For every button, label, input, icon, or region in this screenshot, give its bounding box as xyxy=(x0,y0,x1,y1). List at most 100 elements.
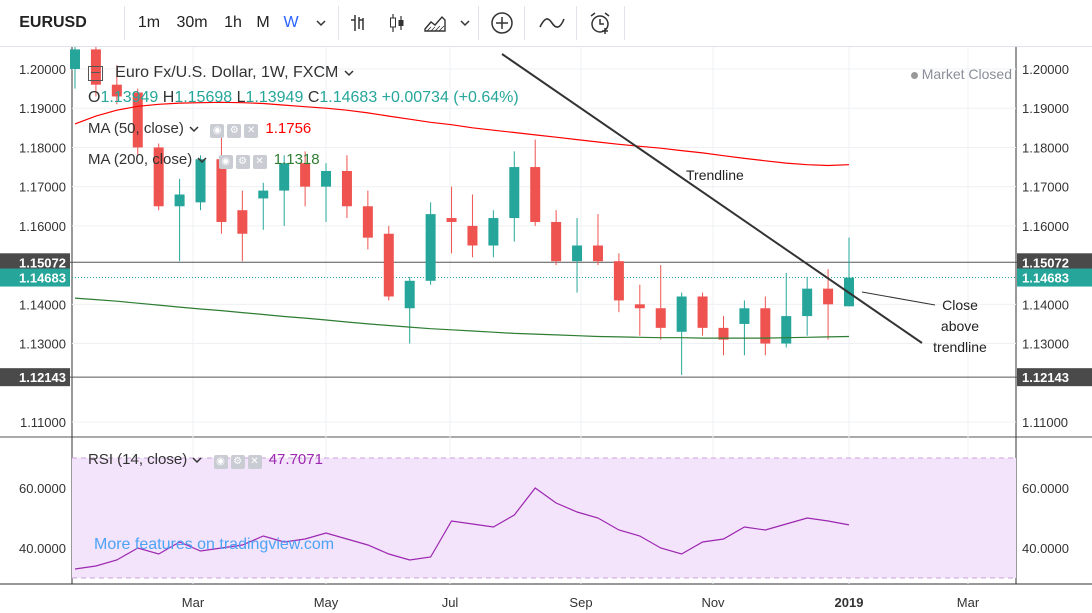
close-label: C xyxy=(307,89,320,106)
candle-body xyxy=(655,308,666,328)
ma50-label[interactable]: MA (50, close) xyxy=(88,120,184,137)
eye-icon[interactable]: ◉ xyxy=(210,124,225,139)
candle-body xyxy=(467,225,478,246)
candle-style-icon[interactable] xyxy=(382,0,412,46)
interval-30m-button[interactable]: 30m xyxy=(176,14,208,31)
symbol-description: Euro Fx/U.S. Dollar, 1W, FXCM xyxy=(115,64,339,81)
y-tick-label-left: 1.20000 xyxy=(19,62,66,77)
rsi-label[interactable]: RSI (14, close) xyxy=(88,451,188,468)
x-tick-label: 2019 xyxy=(835,595,864,610)
collapse-legend-icon[interactable] xyxy=(88,65,103,81)
callout-label: trendline xyxy=(933,339,987,355)
price-badge-left xyxy=(0,253,70,272)
y-tick-label-right: 1.11000 xyxy=(1022,415,1068,430)
candle-body xyxy=(174,194,185,207)
bar-style-icon[interactable] xyxy=(344,0,374,46)
change-value: +0.00734 (+0.64%) xyxy=(381,89,519,106)
rsi-controls: ◉ ⚙ ✕ xyxy=(213,451,265,470)
eye-icon[interactable]: ◉ xyxy=(218,155,233,170)
candle-body xyxy=(634,304,645,309)
chevron-down-icon[interactable] xyxy=(196,155,208,165)
candle-body xyxy=(760,308,771,344)
gear-icon[interactable]: ⚙ xyxy=(235,155,250,170)
candle-body xyxy=(697,296,708,328)
rsi-tick-label-left: 60.0000 xyxy=(19,481,66,496)
candle-body xyxy=(718,327,729,340)
toolbar-divider xyxy=(576,6,577,40)
y-tick-label-right: 1.20000 xyxy=(1022,62,1069,77)
close-icon[interactable]: ✕ xyxy=(247,455,262,470)
candle-body xyxy=(530,167,541,222)
ma200-controls: ◉ ⚙ ✕ xyxy=(218,151,270,170)
x-tick-label: Jul xyxy=(442,595,459,610)
rsi-tick-label-right: 40.0000 xyxy=(1022,541,1069,556)
candle-body xyxy=(258,190,269,199)
gear-icon[interactable]: ⚙ xyxy=(227,124,242,139)
eye-icon[interactable]: ◉ xyxy=(213,455,228,470)
close-icon[interactable]: ✕ xyxy=(252,155,267,170)
interval-month-button[interactable]: M xyxy=(256,14,270,31)
close-icon[interactable]: ✕ xyxy=(244,124,259,139)
x-tick-label: May xyxy=(314,595,339,610)
rsi-band xyxy=(72,458,1016,578)
symbol-search-button[interactable]: EURUSD xyxy=(19,14,87,31)
price-badge-right xyxy=(1017,253,1092,272)
interval-1h-button[interactable]: 1h xyxy=(224,14,242,31)
candle-body xyxy=(446,218,457,222)
ma50-value: 1.1756 xyxy=(265,120,312,137)
ma50-controls: ◉ ⚙ ✕ xyxy=(210,120,261,139)
indicators-icon[interactable] xyxy=(532,0,572,46)
candle-body xyxy=(613,261,624,301)
tradingview-promo-link[interactable]: More features on tradingview.com xyxy=(94,536,335,553)
chevron-down-icon[interactable] xyxy=(191,455,203,465)
candle-body xyxy=(153,147,164,207)
x-tick-label: Mar xyxy=(957,595,980,610)
y-tick-label-left: 1.19000 xyxy=(19,101,66,116)
rsi-tick-label-right: 60.0000 xyxy=(1022,481,1069,496)
price-badge-right xyxy=(1017,368,1092,387)
close-value: 1.14683 xyxy=(319,89,378,106)
ma200-value: 1.1318 xyxy=(273,151,320,168)
price-chart[interactable]: Mar May Jul Sep Nov 2019 Mar 1.20000 1.20000 1.19… xyxy=(0,47,1092,613)
interval-week-button[interactable]: W xyxy=(283,14,299,31)
candle-body xyxy=(425,214,436,281)
add-compare-icon[interactable] xyxy=(484,0,520,46)
interval-1m-button[interactable]: 1m xyxy=(137,14,161,31)
chevron-down-icon[interactable] xyxy=(188,124,200,134)
toolbar-divider xyxy=(624,6,625,40)
y-tick-label-right: 1.14000 xyxy=(1022,297,1069,312)
candle-body xyxy=(592,245,603,262)
y-tick-label-left: 1.13000 xyxy=(19,337,66,352)
candle-body xyxy=(195,159,206,203)
alert-icon[interactable] xyxy=(582,0,618,46)
y-tick-label-right: 1.13000 xyxy=(1022,337,1069,352)
trendline-label: Trendline xyxy=(686,167,744,183)
rsi-line xyxy=(74,487,850,570)
price-badge-label-right: 1.15072 xyxy=(1022,255,1069,270)
candle-body xyxy=(488,218,499,246)
y-tick-label-left: 1.17000 xyxy=(19,180,66,195)
price-badge-label-left: 1.12143 xyxy=(19,370,66,385)
chevron-down-icon[interactable] xyxy=(309,0,333,46)
candle-body xyxy=(823,288,834,305)
price-badge-right xyxy=(1017,268,1092,287)
callout-pointer xyxy=(861,291,936,306)
toolbar-divider xyxy=(124,6,125,40)
gear-icon[interactable]: ⚙ xyxy=(230,455,245,470)
candle-body xyxy=(300,163,311,187)
y-tick-label-right: 1.17000 xyxy=(1022,180,1069,195)
ma50-line xyxy=(74,101,850,167)
ma200-label[interactable]: MA (200, close) xyxy=(88,151,193,168)
low-value: 1.13949 xyxy=(245,89,304,106)
area-style-icon[interactable] xyxy=(418,0,452,46)
y-tick-label-right: 1.18000 xyxy=(1022,140,1069,155)
candle-body xyxy=(404,280,415,309)
callout-label: above xyxy=(941,318,979,334)
toolbar-divider xyxy=(524,6,525,40)
chevron-down-icon[interactable] xyxy=(456,0,474,46)
candle-body xyxy=(676,296,687,332)
candle-body xyxy=(572,245,583,262)
ma200-line xyxy=(74,297,850,339)
candle-body xyxy=(132,92,143,148)
chevron-down-icon[interactable] xyxy=(343,68,355,78)
